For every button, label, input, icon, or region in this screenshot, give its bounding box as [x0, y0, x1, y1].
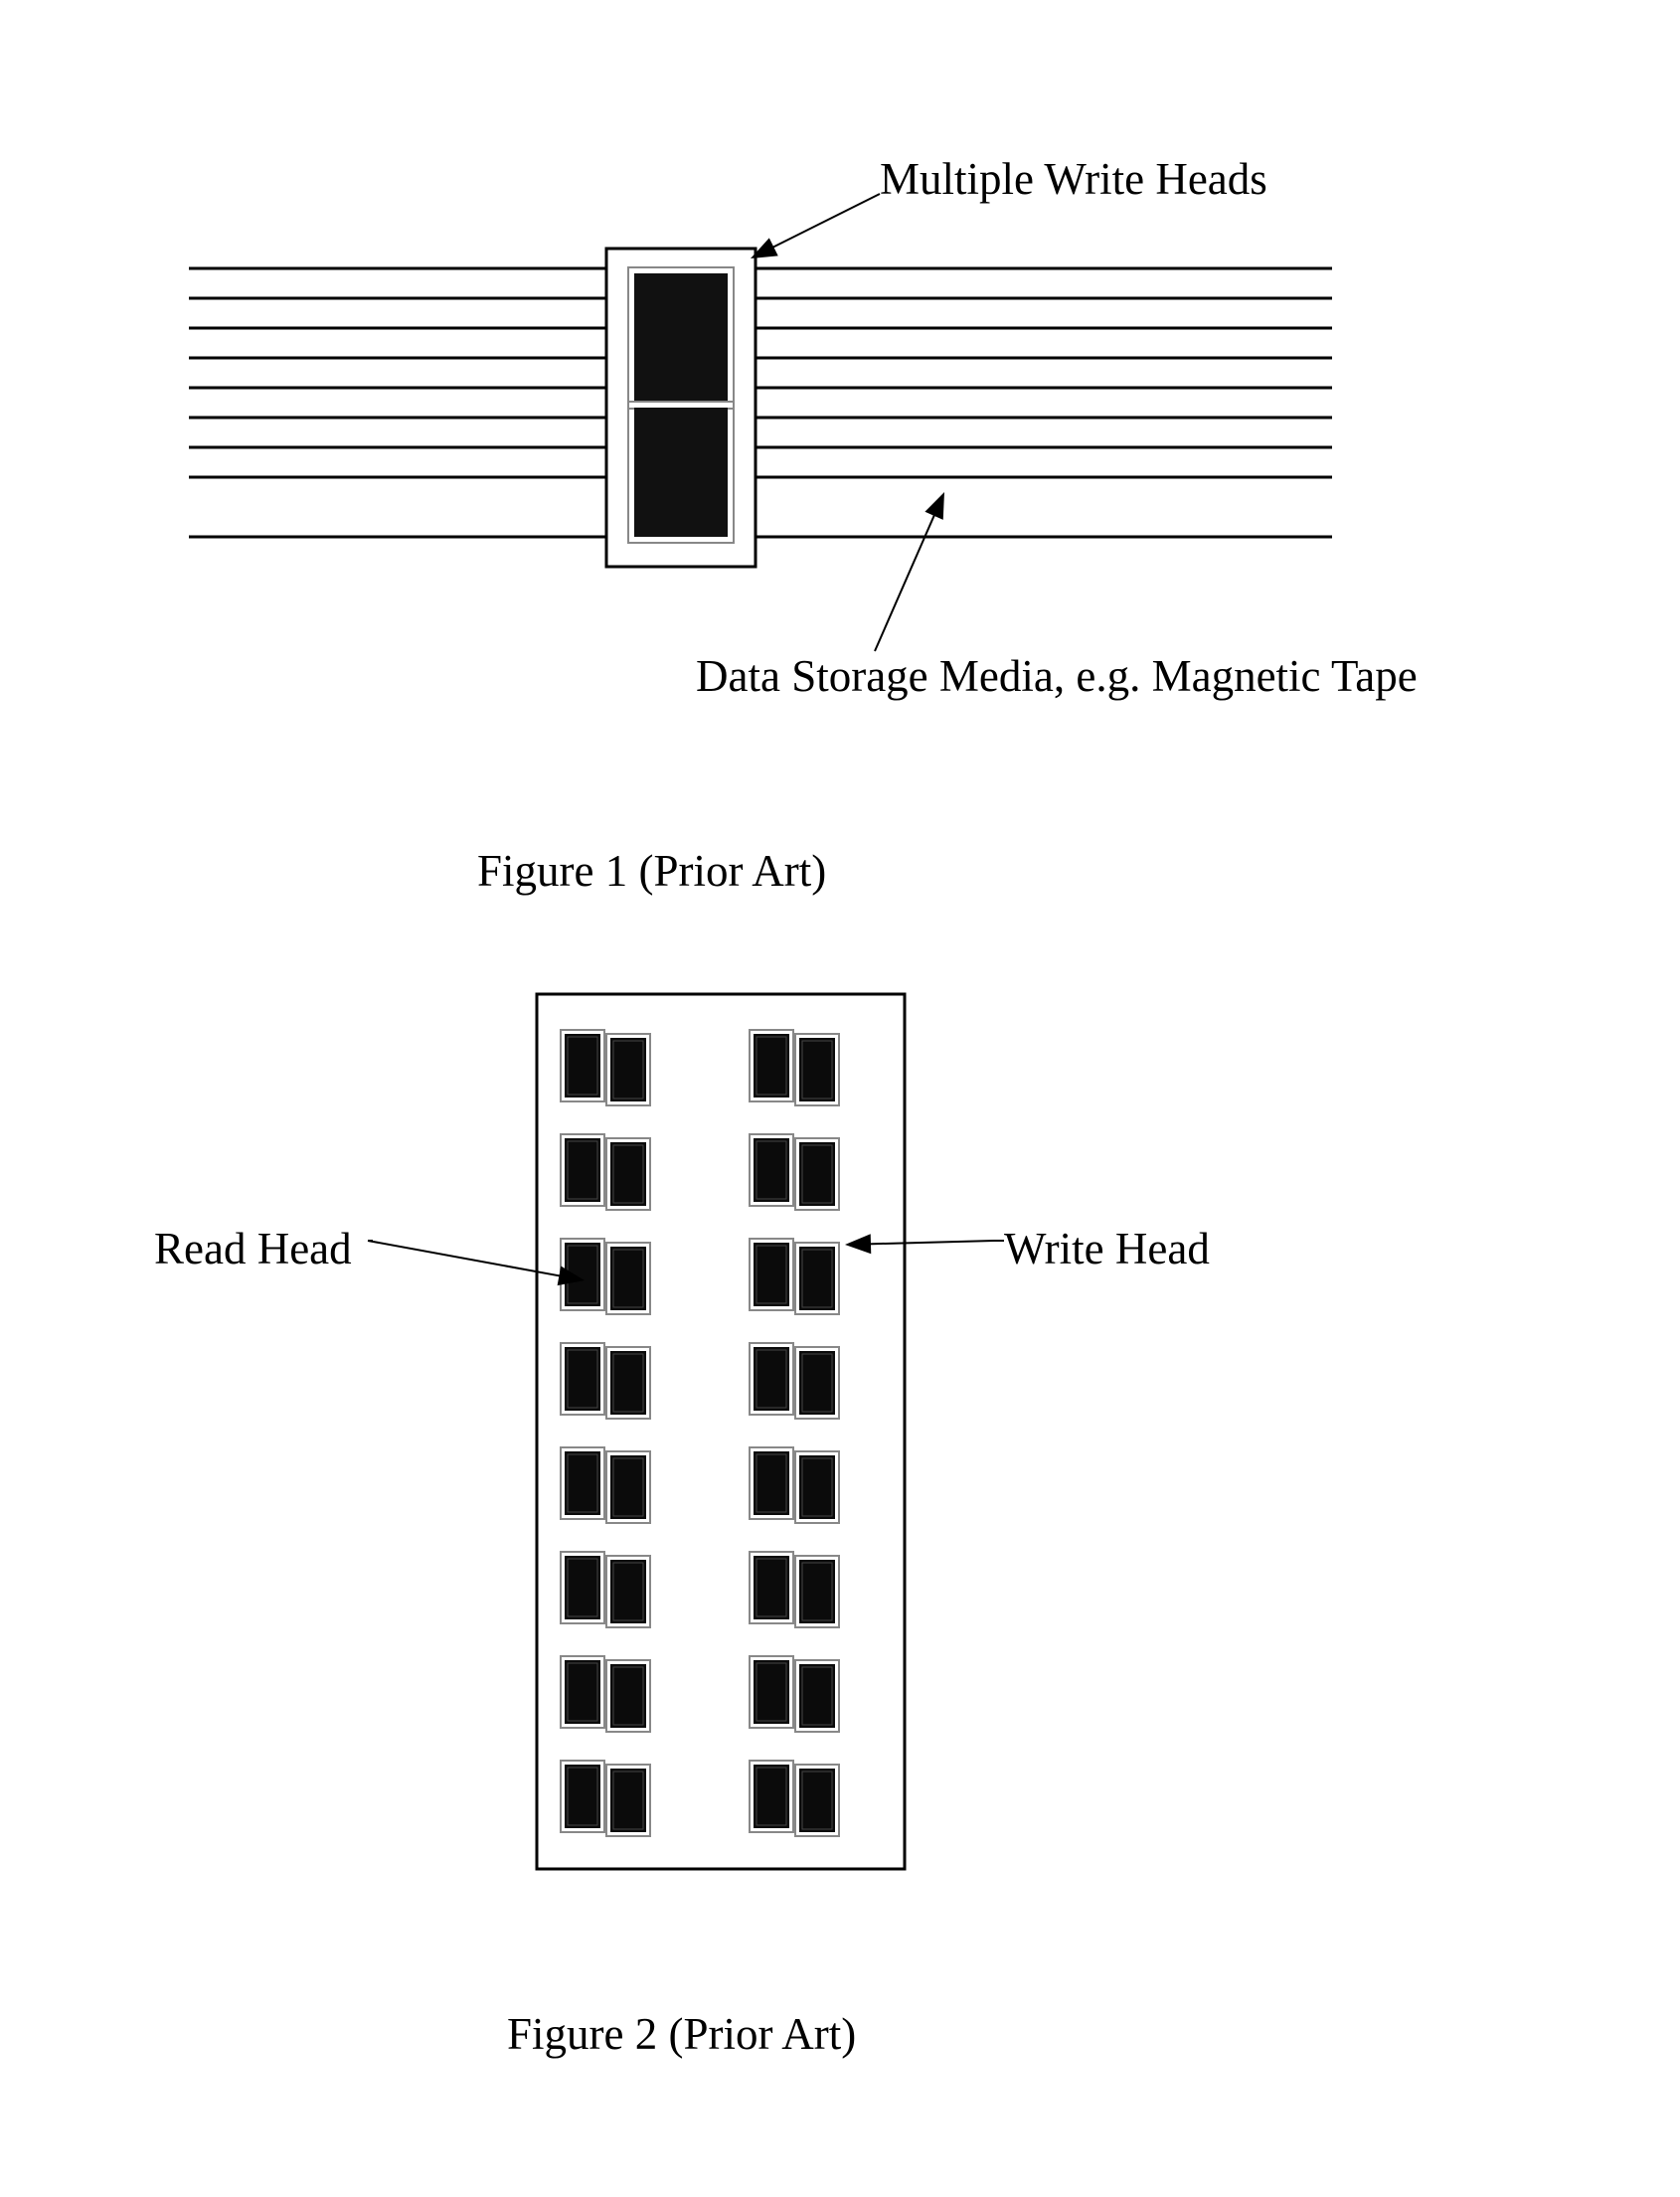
label-write-head: Write Head [1004, 1223, 1210, 1274]
page-stage: Multiple Write Heads Data Storage Media,… [0, 0, 1680, 2197]
figure-1-caption: Figure 1 (Prior Art) [477, 845, 826, 897]
label-data-storage-media: Data Storage Media, e.g. Magnetic Tape [696, 650, 1418, 702]
label-multiple-write-heads: Multiple Write Heads [880, 153, 1267, 205]
figure-2-diagram [0, 0, 1680, 2197]
label-read-head: Read Head [154, 1223, 352, 1274]
figure-2-caption: Figure 2 (Prior Art) [507, 2008, 856, 2060]
